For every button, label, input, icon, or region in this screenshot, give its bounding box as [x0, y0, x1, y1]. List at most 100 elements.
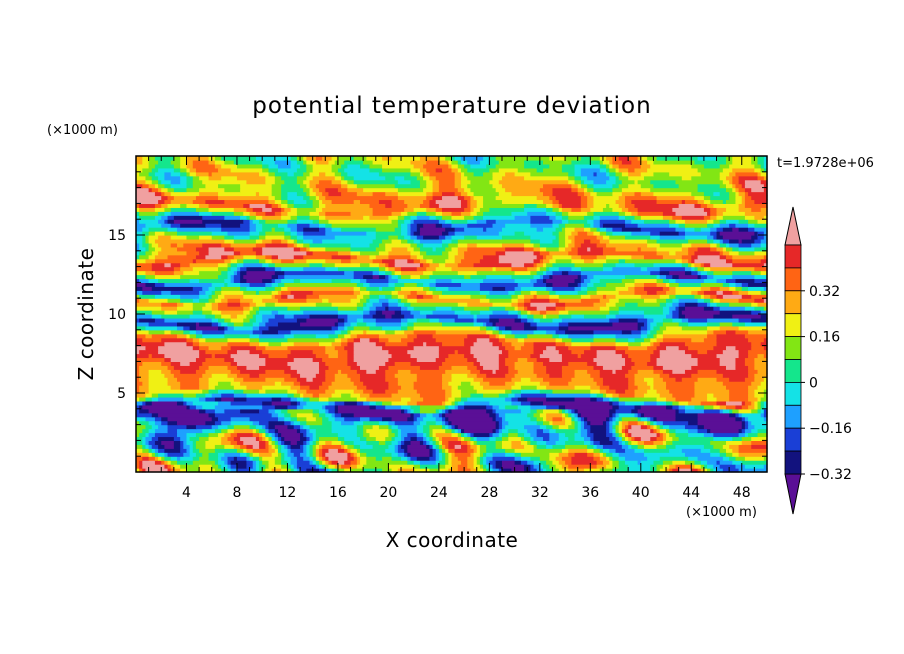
heatmap-cell — [255, 310, 260, 315]
heatmap-cell — [281, 175, 298, 181]
heatmap-cell — [543, 349, 560, 355]
heatmap-cell — [382, 258, 396, 264]
heatmap-cell — [599, 389, 607, 394]
heatmap-cell — [236, 266, 241, 272]
heatmap-cell — [394, 270, 402, 276]
heatmap-cell — [694, 381, 724, 386]
heatmap-cell — [416, 357, 437, 362]
heatmap-cell — [385, 175, 396, 181]
heatmap-cell — [618, 464, 629, 469]
heatmap-cell — [571, 231, 579, 236]
heatmap-cell — [274, 432, 279, 438]
heatmap-cell — [763, 337, 768, 343]
heatmap-cell — [136, 246, 140, 252]
heatmap-cell — [259, 321, 266, 327]
heatmap-cell — [628, 464, 651, 469]
heatmap-cell — [495, 428, 500, 434]
heatmap-cell — [454, 452, 472, 457]
heatmap-cell — [303, 187, 311, 193]
heatmap-cell — [738, 179, 746, 185]
heatmap-cell — [315, 432, 339, 438]
heatmap-cell — [410, 302, 459, 307]
heatmap-cell — [337, 266, 380, 272]
heatmap-cell — [296, 238, 304, 244]
heatmap-cell — [719, 306, 746, 311]
heatmap-cell — [451, 377, 475, 382]
heatmap-cell — [224, 325, 229, 331]
heatmap-cell — [571, 408, 576, 414]
heatmap-cell — [372, 207, 405, 212]
heatmap-cell — [375, 306, 386, 311]
heatmap-cell — [337, 369, 342, 374]
heatmap-cell — [303, 448, 307, 453]
heatmap-cell — [467, 167, 490, 173]
heatmap-cell — [287, 191, 298, 197]
heatmap-cell — [533, 444, 538, 449]
heatmap-cell — [205, 408, 216, 414]
heatmap-cell — [318, 385, 330, 390]
heatmap-cell — [495, 412, 500, 418]
heatmap-cell — [385, 274, 389, 280]
heatmap-cell — [233, 357, 266, 362]
heatmap-cell — [647, 381, 655, 386]
heatmap-cell — [281, 456, 285, 461]
heatmap-cell — [574, 416, 579, 422]
heatmap-cell — [388, 337, 402, 343]
heatmap-cell — [325, 171, 336, 177]
heatmap-cell — [151, 444, 159, 449]
heatmap-cell — [744, 420, 749, 426]
heatmap-cell — [631, 436, 636, 441]
heatmap-cell — [565, 231, 572, 236]
heatmap-cell — [457, 246, 468, 252]
heatmap-cell — [218, 302, 229, 307]
heatmap-cell — [621, 171, 629, 177]
heatmap-cell — [543, 400, 610, 406]
heatmap-cell — [369, 290, 393, 295]
heatmap-cell — [738, 187, 746, 193]
heatmap-cell — [142, 381, 150, 386]
heatmap-cell — [328, 456, 348, 461]
heatmap-cell — [514, 215, 531, 220]
heatmap-cell — [710, 262, 733, 268]
heatmap-cell — [186, 159, 194, 165]
heatmap-cell — [498, 353, 509, 359]
heatmap-cell — [290, 400, 298, 406]
heatmap-cell — [688, 432, 705, 438]
heatmap-cell — [199, 345, 210, 351]
heatmap-cell — [306, 416, 317, 422]
heatmap-cell — [306, 298, 323, 303]
heatmap-cell — [479, 381, 490, 386]
heatmap-cell — [227, 341, 251, 347]
heatmap-cell — [725, 187, 733, 193]
heatmap-cell — [407, 432, 418, 438]
heatmap-cell — [612, 159, 623, 165]
heatmap-cell — [587, 282, 595, 287]
heatmap-cell — [192, 298, 200, 303]
heatmap-cell — [530, 302, 557, 307]
heatmap-cell — [725, 183, 733, 189]
heatmap-cell — [634, 278, 658, 283]
heatmap-cell — [318, 440, 326, 445]
heatmap-cell — [656, 428, 661, 434]
heatmap-cell — [167, 254, 197, 260]
heatmap-cell — [300, 373, 317, 378]
heatmap-cell — [489, 159, 500, 165]
heatmap-cell — [744, 321, 768, 327]
heatmap-cell — [435, 436, 440, 441]
heatmap-cell — [710, 298, 714, 303]
heatmap-cell — [353, 337, 361, 343]
heatmap-cell — [445, 156, 453, 161]
heatmap-cell — [498, 428, 503, 434]
heatmap-cell — [445, 420, 449, 426]
heatmap-cell — [318, 203, 326, 208]
heatmap-cell — [457, 349, 472, 355]
heatmap-cell — [615, 408, 632, 414]
heatmap-cell — [732, 262, 765, 268]
heatmap-cell — [492, 310, 509, 315]
heatmap-cell — [473, 456, 478, 461]
heatmap-cell — [255, 464, 260, 469]
heatmap-cell — [423, 187, 434, 193]
heatmap-cell — [643, 452, 686, 457]
heatmap-cell — [199, 270, 222, 276]
heatmap-cell — [593, 223, 601, 228]
